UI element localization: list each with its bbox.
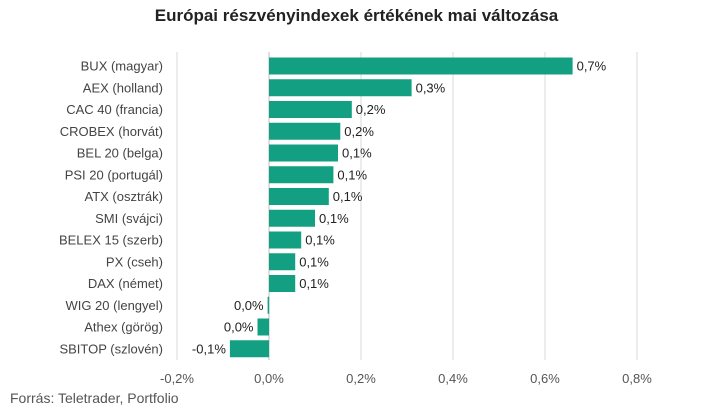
bar [269,275,296,292]
bar [269,101,352,118]
category-label: Athex (görög) [84,320,163,335]
bar [269,253,296,271]
x-tick-label: 0,2% [346,371,376,386]
x-tick-label: -0,2% [160,371,194,386]
category-label: WIG 20 (lengyel) [65,298,163,313]
category-labels: BUX (magyar) AEX (holland) CAC 40 (francia… [59,59,163,357]
bar [269,144,338,162]
category-label: PX (cseh) [106,254,163,269]
bar [257,318,269,336]
x-tick-labels: -0,2% 0,0% 0,2% 0,4% 0,6% 0,8% [160,371,652,386]
bar [269,231,302,249]
x-tick-label: 0,4% [438,371,468,386]
value-label: 0,1% [299,276,329,291]
bar [269,122,341,140]
bars [229,57,573,358]
value-label: 0,3% [416,80,446,95]
x-tick-label: 0,6% [530,371,560,386]
x-tick-label: 0,8% [622,371,652,386]
chart-title: Európai részvényindexek értékének mai vá… [154,6,559,25]
bar [269,188,329,205]
value-label: 0,1% [342,146,372,161]
bar [269,57,573,75]
value-label: 0,0% [234,298,264,313]
value-label: 0,1% [337,167,367,182]
value-label: 0,0% [224,320,254,335]
gridlines [176,52,638,360]
bar [269,79,412,97]
category-label: BEL 20 (belga) [77,146,163,161]
category-label: DAX (német) [88,276,163,291]
x-tick-label: 0,0% [254,371,284,386]
value-label: 0,2% [344,124,374,139]
value-label: 0,2% [356,102,386,117]
value-label: -0,1% [192,341,226,356]
category-label: CAC 40 (francia) [66,102,163,117]
source-note: Forrás: Teletrader, Portfolio [10,390,179,406]
category-label: SMI (svájci) [95,211,163,226]
category-label: BUX (magyar) [81,59,163,74]
category-label: ATX (osztrák) [85,189,164,204]
category-label: BELEX 15 (szerb) [59,233,163,248]
category-label: SBITOP (szlovén) [59,341,163,356]
bar [267,296,270,314]
category-label: PSI 20 (portugál) [65,167,163,182]
category-label: CROBEX (horvát) [60,124,163,139]
bar [229,340,269,358]
bar [269,209,315,227]
category-label: AEX (holland) [83,80,163,95]
value-labels: 0,7% 0,3% 0,2% 0,2% 0,1% 0,1% 0,1% 0,1% 0,1% 0,1%… [192,59,607,357]
value-label: 0,1% [305,233,335,248]
bar [269,166,334,184]
value-label: 0,1% [319,211,349,226]
value-label: 0,7% [577,59,607,74]
value-label: 0,1% [333,189,363,204]
value-label: 0,1% [299,254,329,269]
